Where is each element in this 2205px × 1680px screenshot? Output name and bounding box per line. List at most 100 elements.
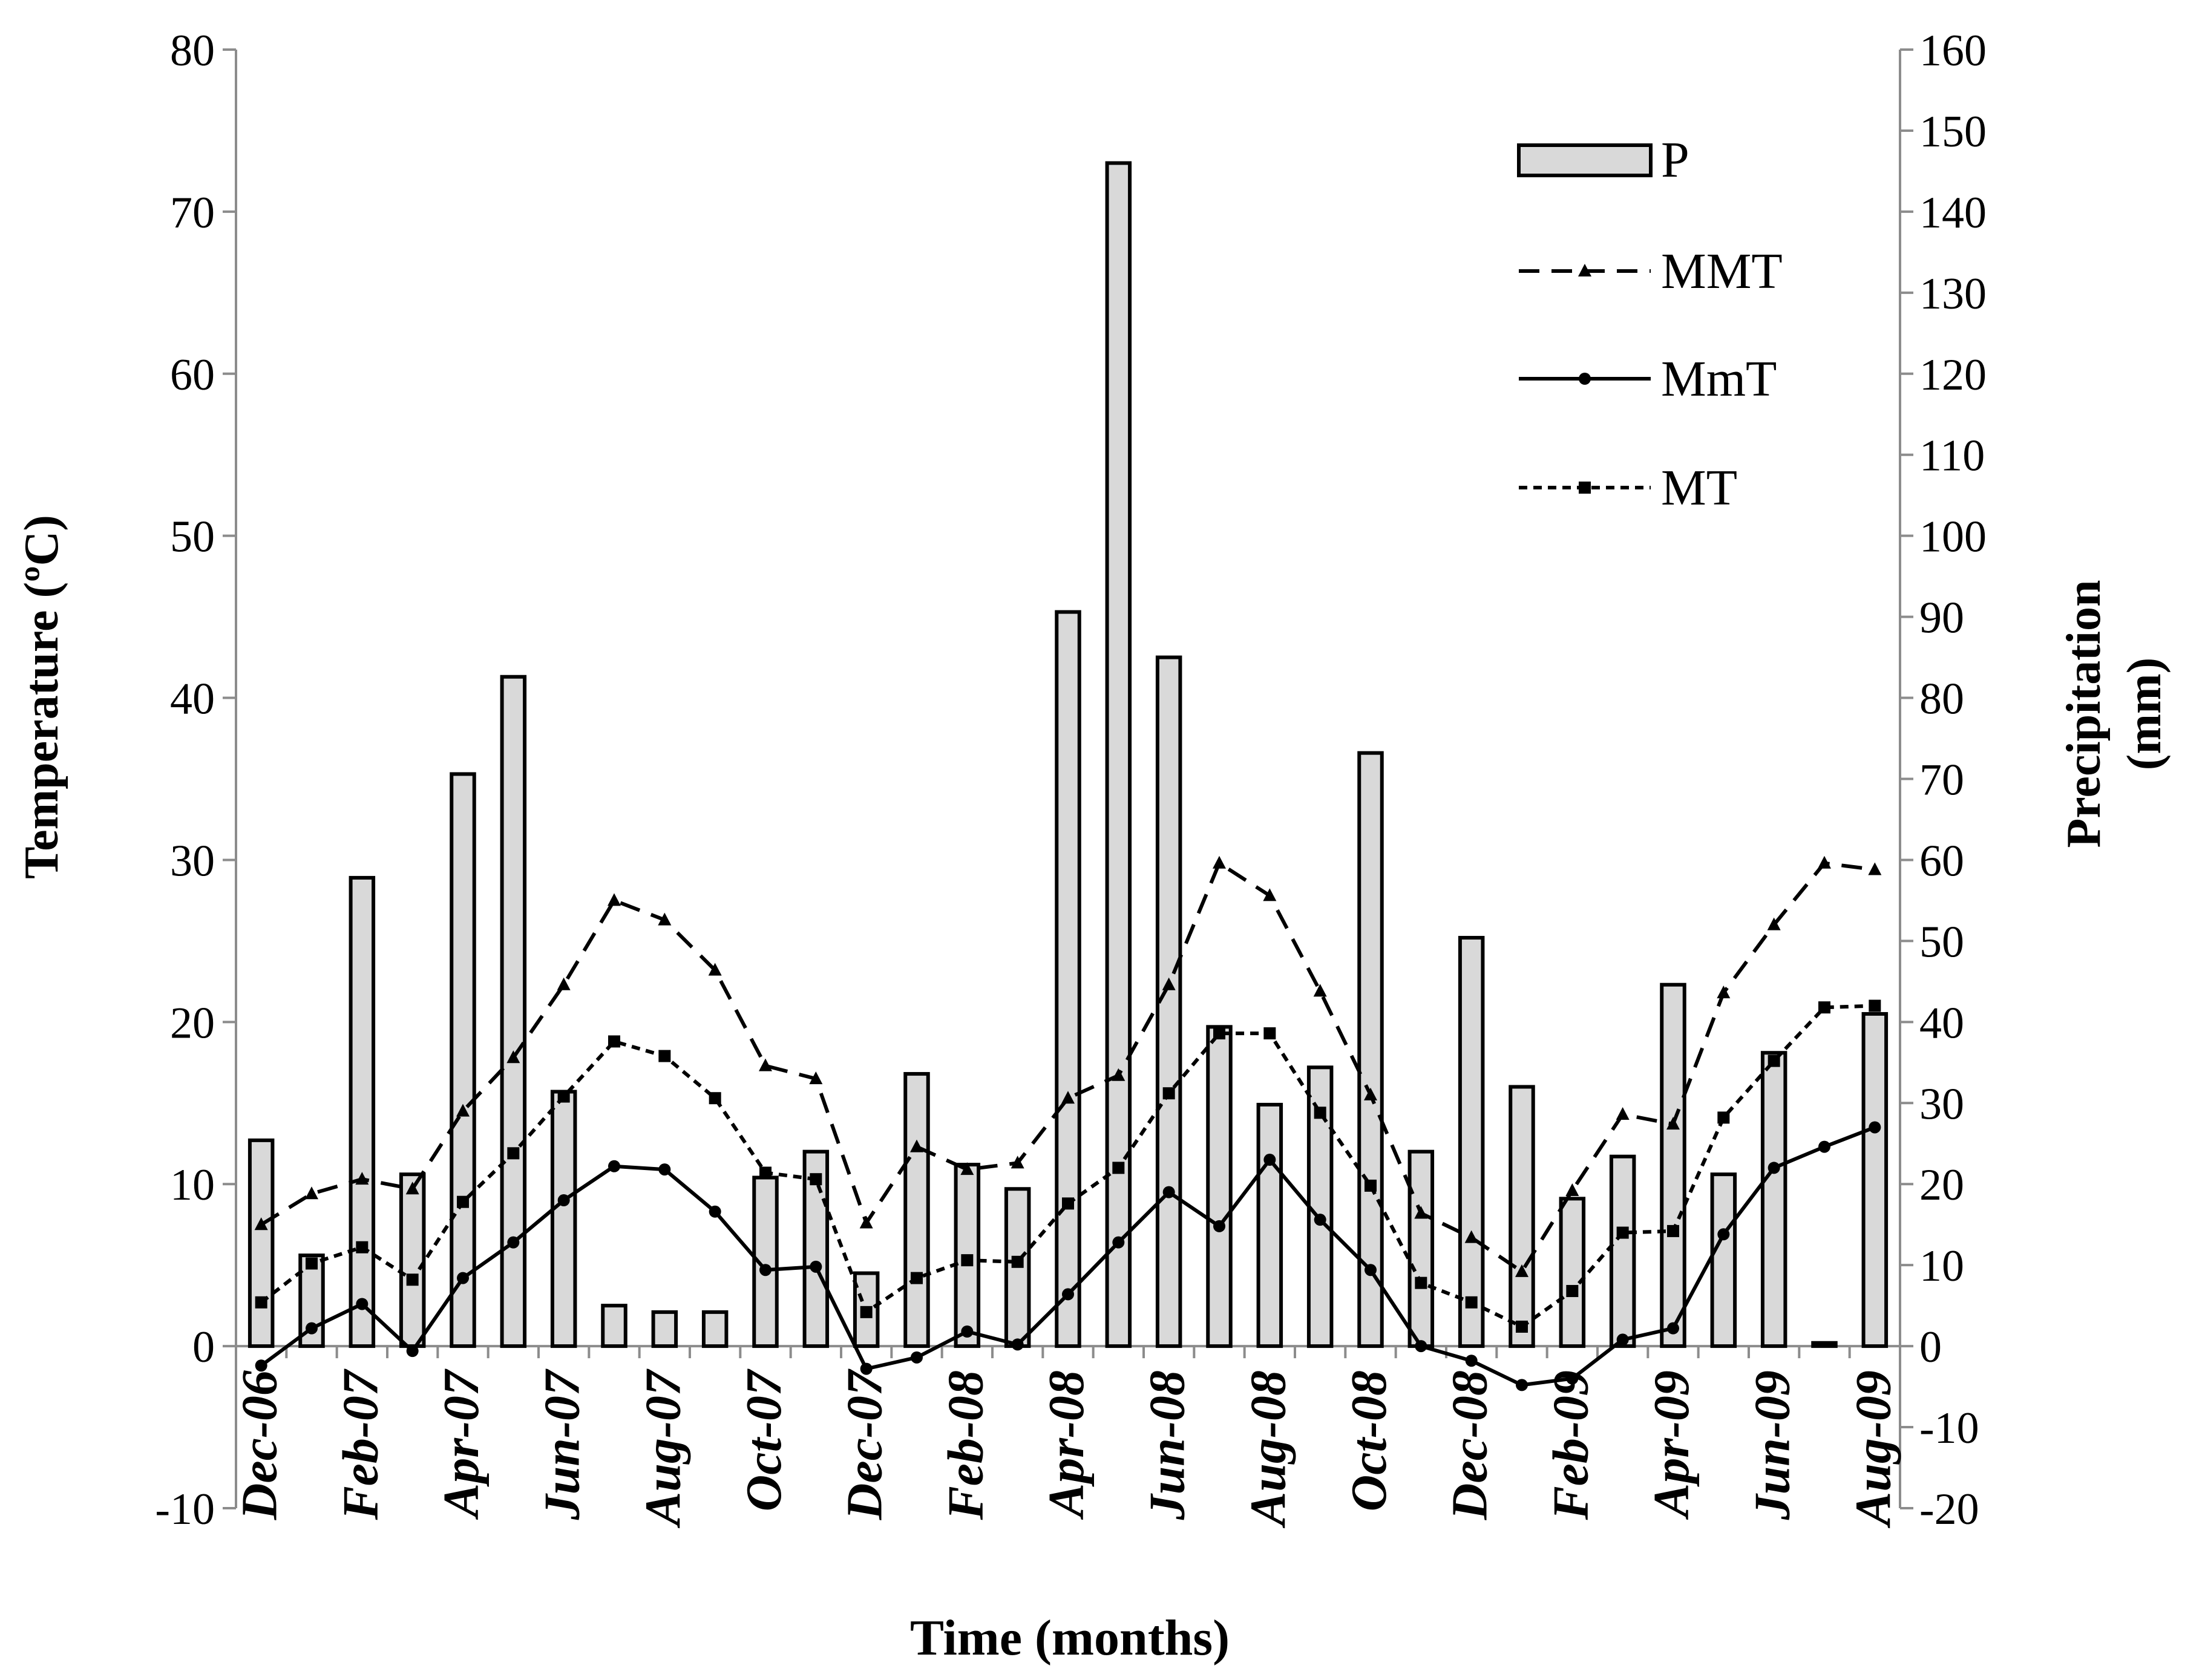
point-mmt-min	[1616, 1333, 1629, 1346]
left-axis-title: Temperature (ºC)	[15, 515, 68, 879]
point-mt	[1213, 1027, 1225, 1040]
right-axis-tick-labels: 1601501401301201101009080706050403020100…	[1919, 26, 1987, 1534]
point-mt	[1365, 1179, 1377, 1192]
precipitation-bar	[1206, 1025, 1233, 1348]
right-tick-label: 50	[1919, 917, 1964, 967]
left-tick-label: 80	[170, 26, 215, 76]
point-mmt	[708, 963, 722, 976]
point-mmt	[1112, 1068, 1125, 1081]
point-mt	[1112, 1162, 1125, 1174]
x-axis-title: Time (months)	[910, 1610, 1230, 1666]
right-tick-label: 10	[1919, 1241, 1964, 1291]
point-mt	[1616, 1226, 1629, 1239]
point-mt	[1768, 1054, 1780, 1067]
point-mmt	[1565, 1183, 1579, 1196]
legend-marker-mt	[1579, 482, 1591, 494]
point-mmt	[1767, 917, 1781, 930]
point-mmt-min	[759, 1264, 772, 1276]
x-tick-label: Dec-06	[232, 1370, 288, 1520]
point-mmt-min	[457, 1272, 469, 1284]
point-mmt-min	[507, 1236, 520, 1249]
precipitation-bar	[1407, 1149, 1435, 1348]
point-mt	[1011, 1255, 1024, 1268]
point-mmt	[960, 1162, 974, 1175]
x-tick-label: Apr-08	[1038, 1370, 1095, 1520]
point-mt	[406, 1273, 419, 1286]
point-mmt-min	[255, 1359, 267, 1372]
point-mmt-min	[1566, 1372, 1579, 1385]
precipitation-bar	[1710, 1172, 1737, 1348]
right-tick-label: 130	[1919, 269, 1987, 319]
point-mt	[557, 1090, 570, 1103]
right-tick-label: 140	[1919, 188, 1987, 238]
right-axis-title-line1: Precipitation	[2057, 580, 2111, 848]
point-mmt	[1717, 985, 1731, 999]
legend-label-mmt: MMT	[1661, 243, 1783, 299]
precipitation-bar	[450, 772, 476, 1348]
point-mmt-min	[1768, 1162, 1780, 1174]
point-mt	[1869, 999, 1881, 1012]
x-tick-label: Jun-07	[534, 1368, 591, 1520]
point-mmt-min	[1314, 1214, 1326, 1226]
point-mt	[1818, 1001, 1830, 1014]
left-tick-label: 70	[170, 188, 215, 238]
precipitation-bar	[247, 1138, 275, 1348]
point-mmt-min	[306, 1322, 318, 1335]
precipitation-bar	[701, 1310, 729, 1348]
right-tick-label: 90	[1919, 593, 1964, 643]
point-mt	[356, 1241, 369, 1253]
x-tick-label: Feb-08	[937, 1370, 994, 1520]
point-mt	[306, 1257, 318, 1270]
right-tick-label: -20	[1919, 1485, 1979, 1534]
right-tick-label: 30	[1919, 1079, 1964, 1129]
point-mt	[608, 1035, 620, 1048]
point-mmt	[1313, 984, 1327, 997]
precipitation-bar	[1055, 610, 1081, 1348]
point-mt	[810, 1173, 822, 1186]
point-mt	[911, 1272, 923, 1284]
point-mmt-min	[1062, 1288, 1074, 1301]
point-mmt-min	[608, 1160, 620, 1172]
x-tick-label: Feb-07	[332, 1368, 388, 1520]
point-mmt	[608, 893, 621, 906]
point-mmt-min	[1213, 1220, 1225, 1232]
point-mmt	[1616, 1107, 1630, 1120]
right-tick-label: 110	[1919, 431, 1985, 481]
point-mmt-min	[1869, 1121, 1881, 1134]
legend-swatch-p	[1517, 143, 1653, 177]
left-tick-label: 20	[170, 998, 215, 1048]
left-tick-label: 10	[170, 1160, 215, 1210]
precipitation-bar	[1811, 1341, 1838, 1348]
point-mmt	[859, 1215, 873, 1229]
point-mmt	[1515, 1264, 1528, 1277]
precipitation-bar	[1509, 1085, 1535, 1348]
legend: P MMT MmT MT	[1517, 132, 1783, 516]
x-tick-label: Oct-07	[736, 1368, 792, 1511]
point-mt	[709, 1092, 721, 1105]
point-mmt	[1213, 855, 1226, 869]
precipitation-bar	[1458, 936, 1485, 1348]
precipitation-bar	[1609, 1154, 1636, 1348]
point-mmt-min	[1365, 1264, 1377, 1276]
point-mmt	[1162, 977, 1176, 990]
point-mt	[1465, 1296, 1478, 1309]
legend-label-mmt-min: MmT	[1661, 351, 1777, 407]
point-mmt	[1464, 1230, 1478, 1243]
precipitation-bar	[601, 1304, 627, 1348]
point-mmt	[506, 1050, 520, 1064]
point-mmt	[1414, 1206, 1428, 1219]
point-mt	[1516, 1320, 1528, 1333]
point-mt	[1667, 1224, 1679, 1237]
point-mt	[1062, 1197, 1074, 1210]
x-tick-label: Aug-09	[1845, 1370, 1901, 1529]
left-tick-label: 50	[170, 512, 215, 562]
legend-label-p: P	[1661, 132, 1689, 188]
point-mmt-min	[1011, 1338, 1024, 1351]
left-tick-label: -10	[155, 1485, 215, 1534]
point-mmt-min	[1717, 1228, 1730, 1241]
point-mmt	[1061, 1091, 1075, 1104]
point-mmt-min	[1162, 1186, 1175, 1198]
right-axis-title-line2: (mm)	[2118, 658, 2171, 771]
point-mmt-min	[860, 1362, 873, 1375]
